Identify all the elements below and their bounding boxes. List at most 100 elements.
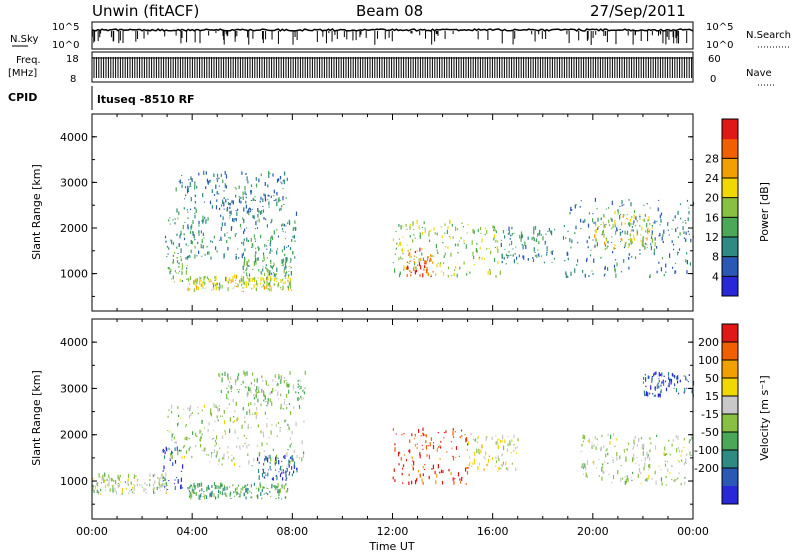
range-gate-mark (477, 466, 479, 471)
range-gate-mark (592, 273, 594, 275)
range-gate-mark (649, 392, 651, 395)
range-gate-mark (268, 206, 270, 208)
range-gate-mark (448, 468, 450, 472)
range-gate-mark (408, 262, 410, 265)
range-gate-mark (228, 384, 230, 387)
range-gate-mark (255, 389, 257, 392)
range-gate-mark (264, 477, 266, 479)
data-region-3 (217, 370, 306, 407)
range-gate-mark (203, 427, 206, 429)
range-gate-mark (551, 230, 553, 236)
range-gate-mark (180, 233, 182, 236)
range-gate-mark (266, 404, 268, 407)
range-gate-mark (176, 257, 179, 259)
range-gate-mark (430, 274, 432, 278)
range-gate-mark (260, 492, 262, 496)
range-gate-mark (420, 266, 422, 270)
range-gate-mark (201, 247, 203, 249)
range-gate-mark (537, 249, 539, 251)
range-gate-mark (222, 415, 224, 417)
range-gate-mark (246, 488, 248, 490)
range-gate-mark (288, 271, 290, 273)
range-gate-mark (582, 436, 584, 438)
range-gate-mark (205, 171, 207, 175)
range-gate-mark (665, 476, 667, 479)
range-gate-mark (406, 274, 408, 277)
range-gate-mark (249, 210, 251, 213)
colorbar-tick-4: -15 (701, 408, 719, 421)
range-gate-mark (685, 238, 687, 242)
range-gate-mark (168, 247, 170, 250)
range-gate-mark (610, 227, 612, 230)
range-gate-mark (601, 434, 603, 438)
range-gate-mark (253, 217, 255, 219)
range-gate-mark (284, 454, 286, 460)
range-gate-mark (623, 204, 625, 206)
range-gate-mark (186, 188, 189, 194)
data-region-2 (167, 403, 305, 467)
range-gate-mark (607, 452, 609, 456)
range-gate-mark (266, 404, 269, 407)
range-gate-mark (608, 224, 611, 227)
range-gate-mark (278, 496, 280, 499)
range-gate-mark (174, 251, 176, 254)
range-gate-mark (436, 249, 438, 252)
range-gate-mark (133, 486, 135, 491)
range-gate-mark (282, 408, 284, 410)
range-gate-mark (202, 215, 204, 219)
range-gate-mark (289, 282, 291, 287)
range-gate-mark (198, 172, 200, 176)
range-gate-mark (190, 492, 192, 494)
range-gate-mark (280, 181, 282, 183)
range-gate-mark (205, 186, 207, 189)
range-gate-mark (474, 452, 476, 456)
range-gate-mark (121, 488, 123, 493)
range-gate-mark (92, 487, 94, 489)
range-gate-mark (204, 494, 207, 496)
range-gate-mark (615, 230, 617, 235)
range-gate-mark (404, 454, 406, 456)
range-gate-mark (538, 255, 540, 257)
range-gate-mark (643, 377, 645, 380)
range-gate-mark (174, 486, 176, 490)
range-gate-mark (249, 207, 251, 210)
range-gate-mark (232, 421, 234, 423)
range-gate-mark (426, 454, 428, 457)
range-gate-mark (619, 231, 621, 236)
range-gate-mark (229, 486, 231, 488)
range-gate-mark (276, 454, 278, 458)
range-gate-mark (238, 279, 241, 283)
range-gate-mark (246, 281, 248, 284)
range-gate-mark (272, 379, 274, 382)
range-gate-mark (165, 472, 167, 477)
range-gate-mark (267, 279, 269, 281)
range-gate-mark (271, 250, 273, 252)
range-gate-mark (286, 452, 288, 457)
range-gate-mark (468, 464, 470, 466)
range-gate-mark (551, 261, 553, 263)
range-gate-mark (651, 477, 653, 480)
range-gate-mark (606, 448, 608, 449)
range-gate-mark (267, 184, 269, 188)
range-gate-mark (517, 262, 519, 265)
range-gate-mark (216, 178, 218, 180)
range-gate-mark (208, 251, 210, 255)
colorbar-tick-0: 4 (712, 270, 719, 283)
range-gate-mark (251, 287, 253, 290)
range-gate-mark (515, 452, 518, 454)
range-gate-mark (293, 235, 295, 239)
range-gate-mark (435, 272, 437, 277)
range-gate-mark (570, 271, 572, 276)
range-gate-mark (188, 489, 190, 493)
range-gate-mark (640, 239, 642, 242)
range-gate-mark (255, 251, 257, 254)
range-gate-mark (419, 475, 421, 478)
colorbar-segment (722, 486, 738, 505)
range-gate-mark (276, 192, 278, 196)
range-gate-mark (244, 248, 246, 252)
range-gate-mark (650, 385, 652, 390)
range-gate-mark (221, 372, 223, 376)
range-gate-mark (202, 495, 204, 497)
range-gate-mark (244, 484, 246, 487)
range-gate-mark (470, 433, 472, 436)
